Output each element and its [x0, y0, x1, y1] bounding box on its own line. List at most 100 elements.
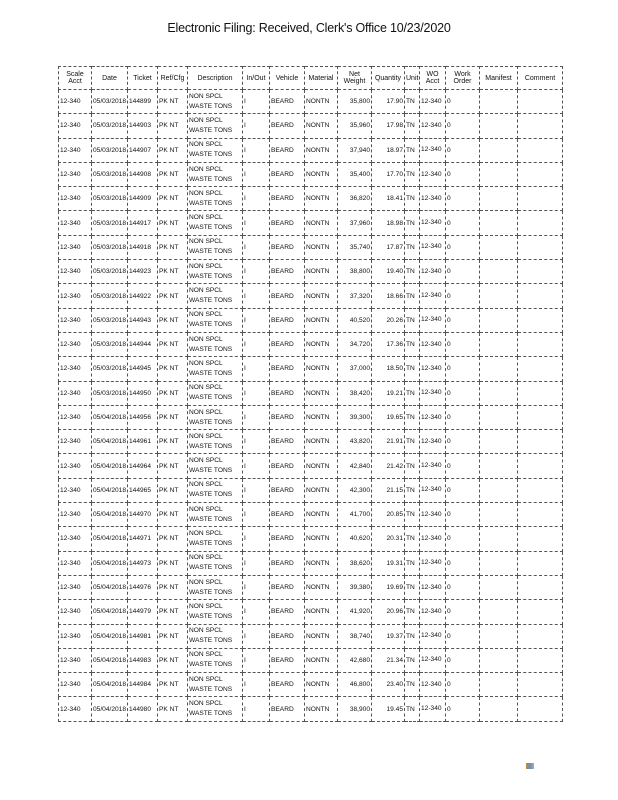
table-cell: 12-340: [419, 574, 446, 601]
table-cell: [517, 234, 563, 261]
table-cell: NONTN: [304, 429, 338, 455]
table-cell: [517, 502, 563, 528]
table-cell: BEARD: [269, 477, 305, 504]
table-cell: PK NT: [157, 283, 188, 309]
table-cell: PK NT: [157, 356, 188, 382]
table-cell: NONTN: [304, 672, 338, 698]
table-cell: [479, 380, 518, 406]
table-cell: I: [242, 623, 270, 649]
table-cell: PK NT: [157, 137, 188, 163]
table-cell: NONTN: [304, 696, 338, 722]
table-cell: [517, 88, 563, 115]
table-row: 12-340 05/04/2018 144973 PK NT NON SPCL WAST…: [58, 550, 563, 576]
footer-logo-icon: [526, 763, 534, 769]
page-title: Electronic Filing: Received, Clerk's Off…: [167, 21, 451, 35]
column-header: Quantity: [371, 66, 405, 90]
table-cell: PK NT: [157, 574, 188, 601]
table-cell: NON SPCL WASTE TONS: [187, 672, 243, 698]
table-cell: BEARD: [269, 672, 305, 698]
table-cell: PK NT: [157, 647, 188, 674]
table-cell: NONTN: [304, 623, 338, 649]
table-cell: NONTN: [304, 599, 338, 625]
table-cell: TN: [404, 599, 420, 625]
table-cell: NONTN: [304, 574, 338, 601]
table-cell: 20.26: [371, 307, 405, 333]
table-cell: NON SPCL WASTE TONS: [187, 477, 243, 504]
table-cell: PK NT: [157, 161, 188, 188]
table-cell: 12-340: [58, 234, 92, 261]
table-cell: 0: [445, 186, 480, 212]
table-cell: PK NT: [157, 210, 188, 236]
table-cell: 05/03/2018: [91, 210, 128, 236]
table-cell: 35,740: [337, 234, 372, 261]
table-cell: 21.42: [371, 453, 405, 479]
table-cell: PK NT: [157, 429, 188, 455]
table-cell: 12-340: [58, 161, 92, 188]
table-cell: 12-340: [58, 380, 92, 406]
table-cell: I: [242, 672, 270, 698]
table-cell: I: [242, 599, 270, 625]
table-cell: [479, 477, 518, 504]
table-cell: NONTN: [304, 259, 338, 285]
table-cell: PK NT: [157, 526, 188, 552]
table-cell: 144961: [127, 429, 158, 455]
table-cell: 12-340: [419, 210, 446, 236]
table-cell: TN: [404, 672, 420, 698]
table-cell: [517, 259, 563, 285]
table-cell: PK NT: [157, 502, 188, 528]
table-cell: 05/04/2018: [91, 429, 128, 455]
table-cell: NON SPCL WASTE TONS: [187, 599, 243, 625]
table-cell: 05/04/2018: [91, 453, 128, 479]
table-cell: TN: [404, 234, 420, 261]
table-cell: PK NT: [157, 550, 188, 576]
table-cell: 05/04/2018: [91, 550, 128, 576]
table-cell: 144973: [127, 550, 158, 576]
table-cell: [479, 331, 518, 358]
table-cell: NONTN: [304, 161, 338, 188]
table-cell: 12-340: [58, 356, 92, 382]
table-cell: BEARD: [269, 356, 305, 382]
table-cell: [517, 599, 563, 625]
table-cell: 17.70: [371, 161, 405, 188]
table-cell: 05/03/2018: [91, 283, 128, 309]
table-cell: [479, 599, 518, 625]
table-cell: BEARD: [269, 259, 305, 285]
table-cell: BEARD: [269, 526, 305, 552]
table-cell: BEARD: [269, 599, 305, 625]
table-cell: [517, 623, 563, 649]
table-cell: I: [242, 283, 270, 309]
table-cell: PK NT: [157, 113, 188, 139]
table-cell: 12-340: [58, 137, 92, 163]
column-header: Material: [304, 66, 338, 90]
table-cell: I: [242, 477, 270, 504]
table-cell: [479, 696, 518, 722]
column-header: Date: [91, 66, 128, 90]
table-row: 12-340 05/04/2018 144984 PK NT NON SPCL WAST…: [58, 672, 563, 698]
table-cell: BEARD: [269, 696, 305, 722]
table-row: 12-340 05/03/2018 144908 PK NT NON SPCL WAST…: [58, 161, 563, 188]
table-cell: 05/04/2018: [91, 696, 128, 722]
table-cell: 0: [445, 161, 480, 188]
table-cell: I: [242, 234, 270, 261]
table-cell: 37,000: [337, 356, 372, 382]
table-row: 12-340 05/03/2018 144899 PK NT NON SPCL WAST…: [58, 88, 563, 115]
table-cell: [517, 283, 563, 309]
table-cell: 36,820: [337, 186, 372, 212]
table-cell: 12-340: [419, 234, 446, 261]
table-cell: [479, 453, 518, 479]
table-cell: 12-340: [58, 404, 92, 431]
table-cell: NONTN: [304, 356, 338, 382]
table-cell: 144943: [127, 307, 158, 333]
table-cell: 12-340: [419, 380, 446, 406]
column-header: WO Acct: [419, 66, 446, 90]
table-cell: TN: [404, 331, 420, 358]
table-cell: 41,920: [337, 599, 372, 625]
table-cell: TN: [404, 502, 420, 528]
table-cell: BEARD: [269, 234, 305, 261]
table-cell: NON SPCL WASTE TONS: [187, 137, 243, 163]
table-cell: 0: [445, 502, 480, 528]
table-cell: NONTN: [304, 550, 338, 576]
table-cell: TN: [404, 477, 420, 504]
table-cell: I: [242, 210, 270, 236]
table-cell: BEARD: [269, 186, 305, 212]
